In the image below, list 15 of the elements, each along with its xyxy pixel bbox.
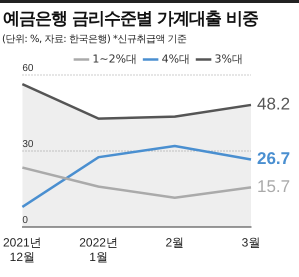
chart-subtitle: (단위: %, 자료: 한국은행) *신규취급액 기준 (2, 33, 188, 46)
x-tick-label: 2021년 12월 (2, 236, 42, 264)
y-tick-label: 60 (22, 62, 34, 74)
data-label: 26.7 (257, 149, 290, 168)
legend-label: 4%대 (162, 52, 190, 66)
legend-label: 3%대 (214, 52, 243, 66)
y-tick-label: 30 (22, 138, 34, 150)
data-label: 48.2 (257, 94, 290, 114)
legend-label: 1~2%대 (92, 52, 138, 66)
chart-title: 예금은행 금리수준별 가계대출 비중 (3, 8, 259, 30)
x-tick-label: 2월 (165, 236, 184, 250)
y-tick-label: 0 (22, 214, 28, 226)
data-label: 15.7 (257, 177, 290, 196)
x-tick-label: 3월 (242, 236, 260, 250)
x-tick-label: 2022년 1월 (79, 236, 118, 264)
